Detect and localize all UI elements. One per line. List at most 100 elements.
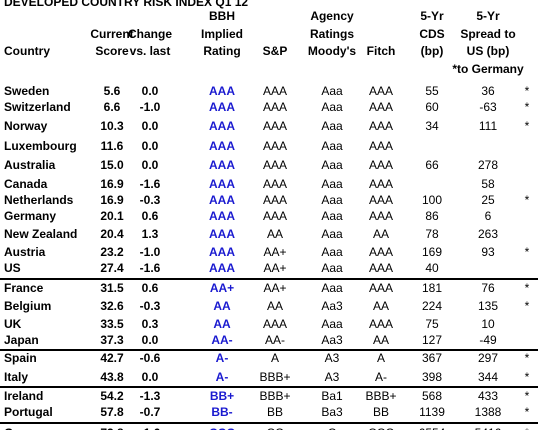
cell: AAA <box>209 177 235 191</box>
cell: AA <box>373 299 389 313</box>
cell: 278 <box>478 158 498 172</box>
header-text: (bp) <box>421 44 444 58</box>
cell: BBB+ <box>259 370 290 384</box>
header-text: Ratings <box>310 27 354 41</box>
header-text: Current <box>90 27 133 41</box>
cell: AA- <box>265 333 285 347</box>
header-text: Spread to <box>460 27 515 41</box>
cell: -63 <box>479 100 497 114</box>
cell: Aaa <box>321 317 343 331</box>
cell: -1.0 <box>140 100 161 114</box>
cell: A3 <box>325 351 340 365</box>
header-text: 5-Yr <box>476 9 500 23</box>
cell: 66 <box>425 158 439 172</box>
cell: AAA <box>209 119 235 133</box>
cell: Aaa <box>321 261 343 275</box>
cell: 73.8 <box>100 426 124 430</box>
cell: AAA <box>209 100 235 114</box>
cell: 367 <box>422 351 442 365</box>
cell: AAA <box>209 227 235 241</box>
cell: 0.3 <box>142 317 159 331</box>
cell: Aaa <box>321 245 343 259</box>
cell: AAA <box>263 158 287 172</box>
cell: Aaa <box>321 84 343 98</box>
cell: 5416 <box>475 426 502 430</box>
cell: BBB+ <box>259 389 290 403</box>
cell: A- <box>216 370 229 384</box>
cell: AAA <box>209 209 235 223</box>
cell: US <box>4 261 21 275</box>
cell: 568 <box>422 389 442 403</box>
header-text: 5-Yr <box>420 9 444 23</box>
cell: Sweden <box>4 84 49 98</box>
cell: A- <box>216 351 229 365</box>
cell: Australia <box>4 158 56 172</box>
cell: * <box>525 426 530 430</box>
cell: 169 <box>422 245 442 259</box>
cell: 37.3 <box>100 333 124 347</box>
cell: Ba1 <box>321 389 343 403</box>
cell: -0.6 <box>140 351 161 365</box>
cell: 433 <box>478 389 498 403</box>
cell: AAA <box>263 119 287 133</box>
cell: Aaa <box>321 119 343 133</box>
cell: 135 <box>478 299 498 313</box>
cell: 0.0 <box>142 139 159 153</box>
cell: 224 <box>422 299 442 313</box>
cell: AAA <box>369 139 393 153</box>
cell: Ireland <box>4 389 43 403</box>
cell: -1.3 <box>140 389 161 403</box>
cell: 0.6 <box>142 209 159 223</box>
cell: AAA <box>209 158 235 172</box>
cell: AAA <box>209 245 235 259</box>
cell: * <box>525 405 530 419</box>
header-text: vs. last <box>130 44 171 58</box>
cell: AAA <box>369 261 393 275</box>
cell: -0.3 <box>140 299 161 313</box>
cell: C <box>328 426 337 430</box>
cell: 0.0 <box>142 84 159 98</box>
header-text: Rating <box>203 44 240 58</box>
cell: -0.7 <box>140 405 161 419</box>
cell: 1139 <box>419 405 445 419</box>
cell: 25 <box>481 193 495 207</box>
cell: Spain <box>4 351 37 365</box>
cell: 181 <box>422 281 442 295</box>
cell: Netherlands <box>4 193 74 207</box>
title: DEVELOPED COUNTRY RISK INDEX Q1 12 <box>4 0 248 9</box>
cell: 0.0 <box>142 158 159 172</box>
cell: 16.9 <box>100 193 124 207</box>
cell: AAA <box>209 139 235 153</box>
cell: 58 <box>481 177 495 191</box>
header-text: Agency <box>310 9 354 23</box>
cell: A <box>271 351 279 365</box>
cell: 36 <box>481 84 495 98</box>
cell: AAA <box>263 209 287 223</box>
cell: AA+ <box>263 245 286 259</box>
cell: AAA <box>209 84 235 98</box>
cell: 75 <box>425 317 439 331</box>
cell: AAA <box>369 193 393 207</box>
cell: 76 <box>481 281 495 295</box>
cell: -49 <box>479 333 497 347</box>
header-text: Change <box>128 27 172 41</box>
cell: 11.6 <box>101 139 124 153</box>
cell: A <box>377 351 385 365</box>
cell: Greece <box>4 426 45 430</box>
cell: AA <box>213 299 231 313</box>
cell: AA- <box>211 333 232 347</box>
cell: Aaa <box>321 177 343 191</box>
cell: BB <box>373 405 389 419</box>
cell: 0.0 <box>142 333 159 347</box>
cell: -0.3 <box>140 193 161 207</box>
cell: AAA <box>369 100 393 114</box>
cell: Aaa <box>321 281 343 295</box>
cell: 43.8 <box>100 370 124 384</box>
cell: * <box>525 389 530 403</box>
header-text: Fitch <box>367 44 396 58</box>
cell: Switzerland <box>4 100 71 114</box>
cell: 6 <box>485 209 492 223</box>
header-text: Implied <box>201 27 243 41</box>
